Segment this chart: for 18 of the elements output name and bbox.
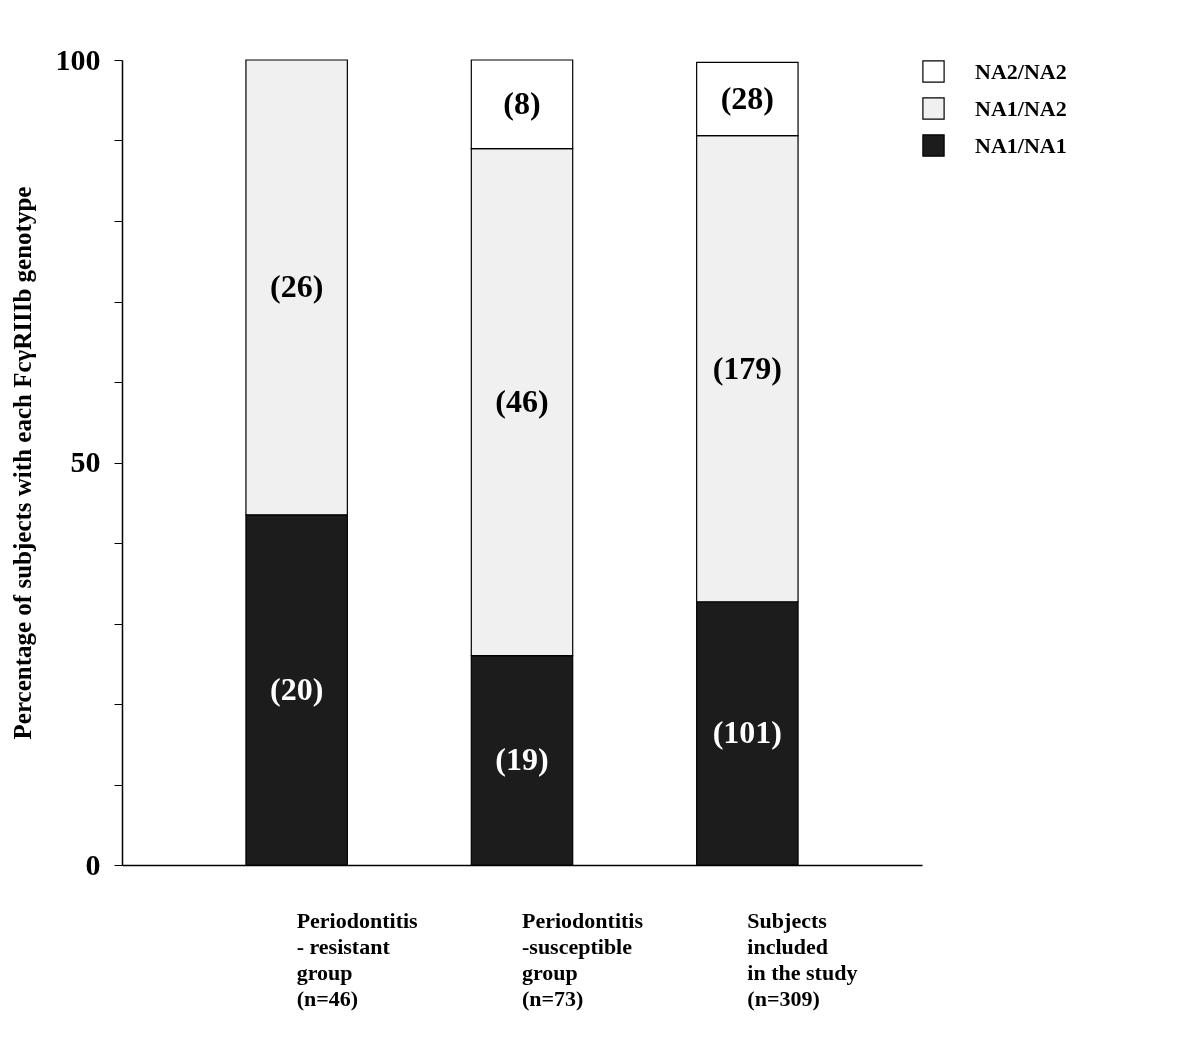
legend-label: NA1/NA1 bbox=[975, 132, 1067, 158]
annotation: (179) bbox=[712, 349, 783, 386]
annotation: (28) bbox=[720, 80, 775, 117]
annotation: (101) bbox=[712, 714, 783, 751]
y-tick-label: 0 bbox=[85, 847, 101, 881]
legend-label: NA2/NA2 bbox=[975, 58, 1067, 84]
annotation: (20) bbox=[269, 670, 324, 707]
annotation: (8) bbox=[503, 85, 541, 122]
legend-label: NA1/NA2 bbox=[975, 95, 1067, 121]
x-tick-label: Periodontitis - resistant group (n=46) bbox=[296, 907, 419, 1011]
annotation: (26) bbox=[269, 268, 324, 305]
y-tick-label: 100 bbox=[55, 42, 101, 76]
x-tick-label: Subjects included in the study (n=309) bbox=[747, 907, 858, 1011]
annotation: (46) bbox=[495, 383, 549, 420]
x-tick-label: Periodontitis -susceptible group (n=73) bbox=[522, 907, 644, 1011]
y-tick-label: 50 bbox=[70, 445, 101, 478]
annotation: (19) bbox=[495, 741, 549, 778]
y-axis-title: Percentage of subjects with each FcγRIIIb genotype bbox=[8, 186, 36, 740]
